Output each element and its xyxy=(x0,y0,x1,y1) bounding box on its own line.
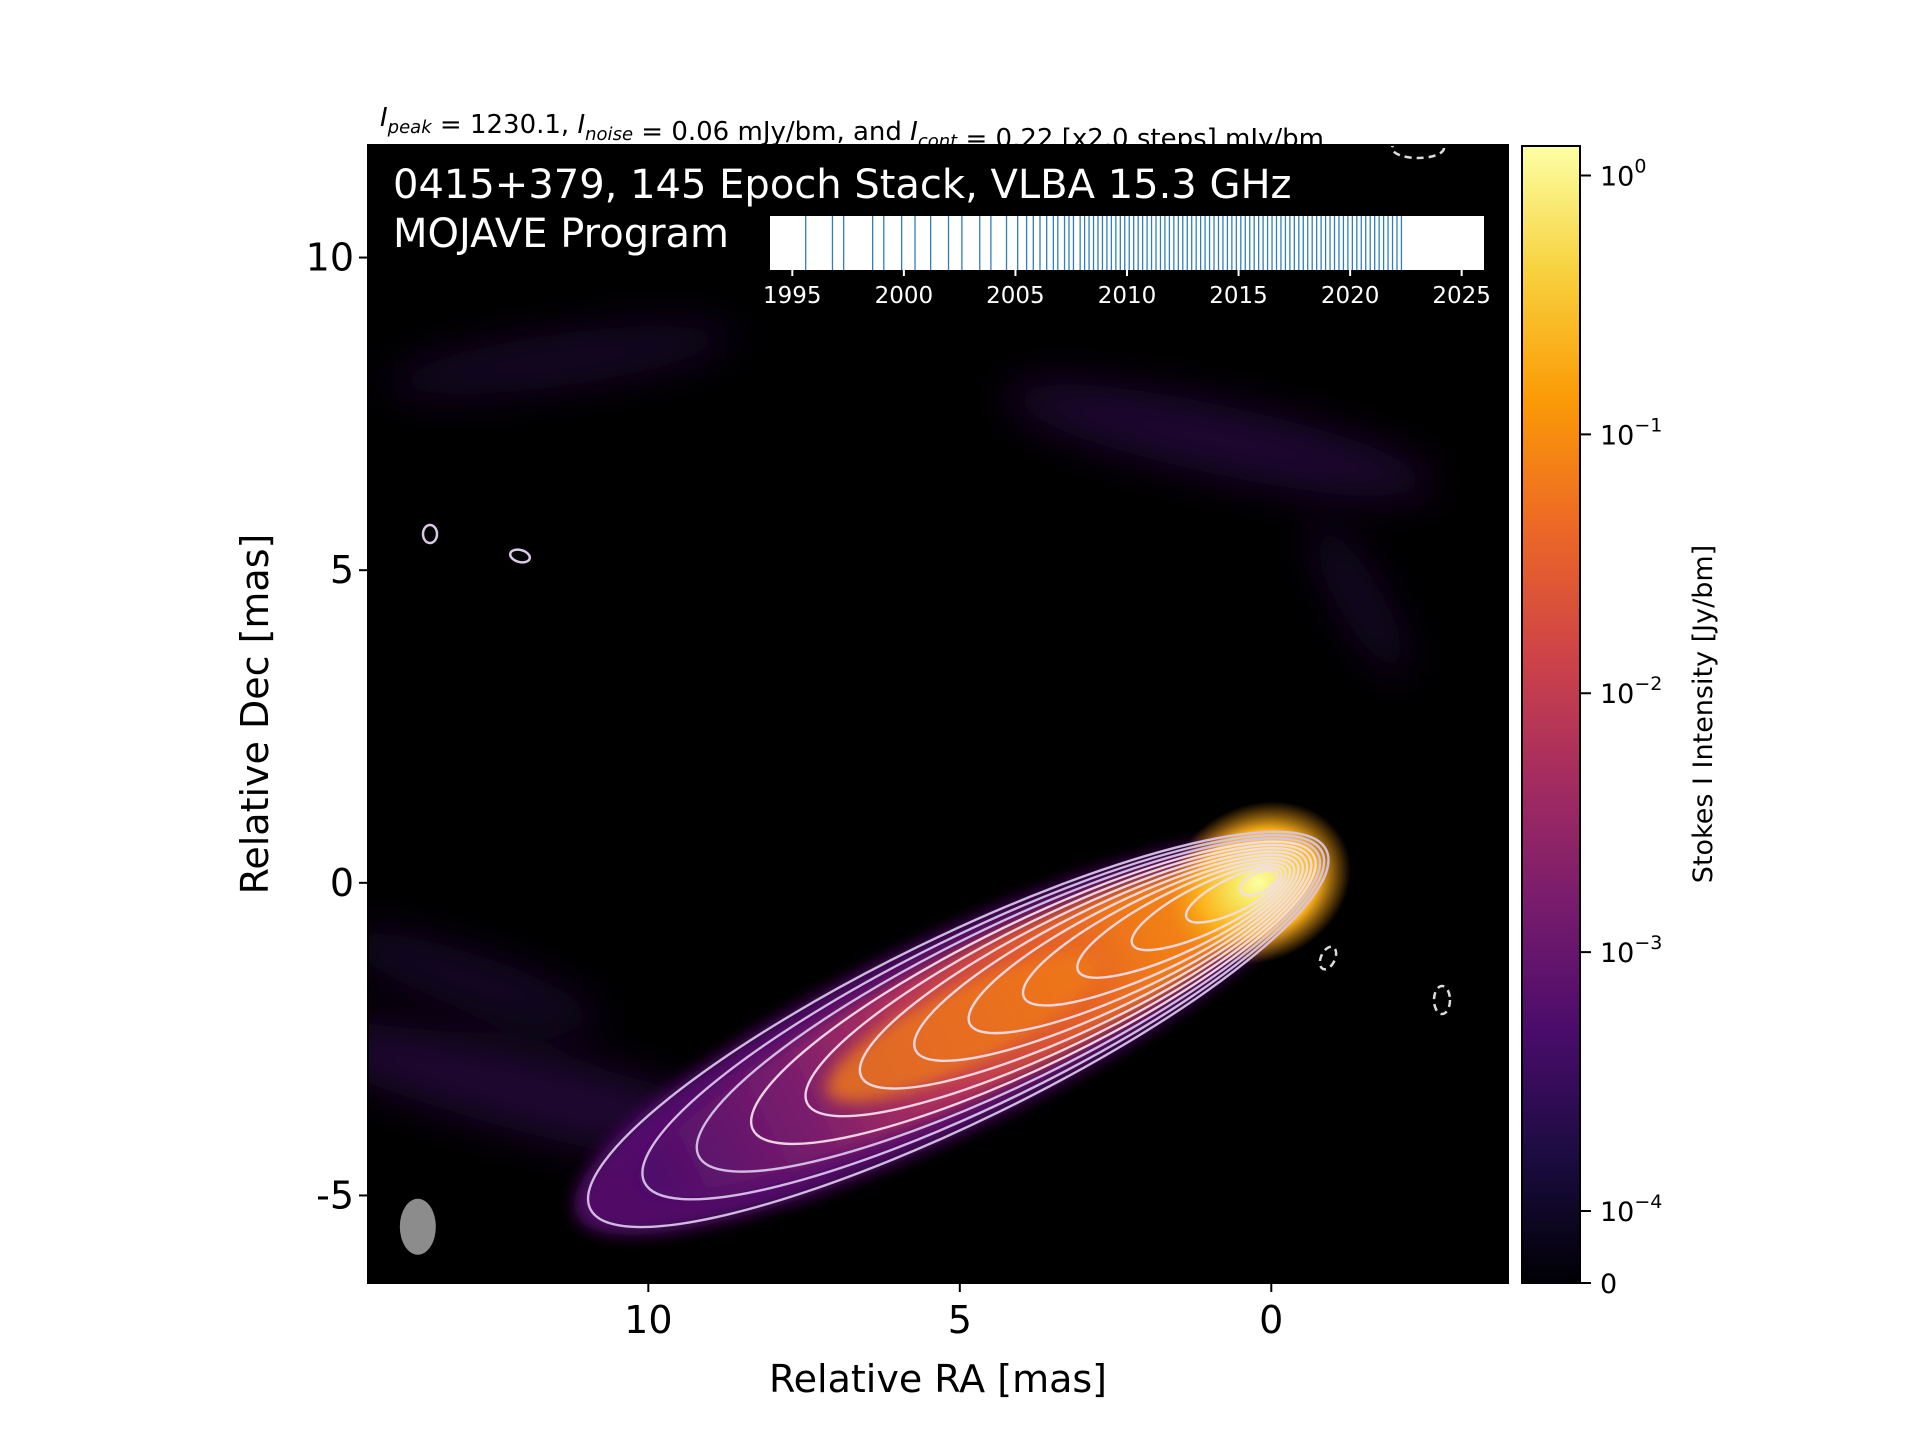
x-axis-label: Relative RA [mas] xyxy=(769,1357,1107,1401)
contour-level xyxy=(1130,863,1287,952)
header-text: I xyxy=(380,103,388,133)
contour-level xyxy=(967,853,1300,1035)
colorbar-tick-label: 10−1 xyxy=(1600,414,1662,451)
x-tick-label: 5 xyxy=(948,1298,972,1342)
overlay-title: 0415+379, 145 Epoch Stack, VLBA 15.3 GHz xyxy=(393,162,1292,208)
timeline-tick-label: 2005 xyxy=(986,283,1045,309)
colorbar-tick-label: 10−2 xyxy=(1600,673,1662,710)
image-panel: 0415+379, 145 Epoch Stack, VLBA 15.3 GHz… xyxy=(306,144,1509,1342)
colorbar-tick-label: 0 xyxy=(1600,1269,1617,1300)
y-tick-label: 5 xyxy=(330,548,354,592)
contour-level xyxy=(913,850,1305,1063)
timeline-tick-label: 2020 xyxy=(1321,283,1380,309)
colorbar-frame xyxy=(1521,145,1581,1284)
timeline-tick-label: 2000 xyxy=(875,283,934,309)
contour-lines xyxy=(586,830,1330,1229)
y-axis-label: Relative Dec [mas] xyxy=(233,534,277,895)
timeline-tick-label: 2010 xyxy=(1098,283,1157,309)
x-tick-label: 0 xyxy=(1259,1298,1283,1342)
epoch-timeline: 1995 2000 2005 2010 2015 2020 2025 xyxy=(763,216,1491,309)
timeline-tick-label: 2015 xyxy=(1209,283,1268,309)
isolated-contour xyxy=(508,548,532,564)
contour-level xyxy=(586,830,1330,1229)
timeline-tick-label: 1995 xyxy=(763,283,822,309)
beam-ellipse xyxy=(399,1198,436,1255)
colorbar-gradient xyxy=(1522,146,1580,1283)
contour-level xyxy=(695,837,1322,1173)
y-tick-label: 10 xyxy=(306,236,354,280)
y-tick-label: -5 xyxy=(316,1173,354,1217)
timeline-tick-label: 2025 xyxy=(1432,283,1491,309)
timeline-background xyxy=(770,216,1484,270)
header-text: = 0.06 mJy/bm, and xyxy=(633,117,910,147)
header-subscript: noise xyxy=(585,124,633,145)
negative-contour xyxy=(1390,145,1446,160)
image-frame xyxy=(367,144,1509,1284)
contour-level xyxy=(1239,869,1279,897)
colorbar-tick-label: 10−3 xyxy=(1600,932,1662,969)
colorbar-tick-label: 10−4 xyxy=(1600,1191,1662,1228)
header-subscript: peak xyxy=(387,117,434,138)
colorbar-label: Stokes I Intensity [Jy/bm] xyxy=(1688,545,1719,883)
x-tick-label: 10 xyxy=(624,1298,672,1342)
negative-contour xyxy=(1318,945,1338,971)
header-text: I xyxy=(577,110,585,140)
header-text: I xyxy=(910,117,918,147)
negative-contour xyxy=(1432,984,1452,1016)
header-text: = 1230.1, xyxy=(432,110,578,140)
contour-level xyxy=(641,833,1326,1201)
overlay-program: MOJAVE Program xyxy=(393,211,729,257)
contour-level xyxy=(1184,866,1283,924)
contour-level xyxy=(858,846,1309,1090)
isolated-contour xyxy=(421,523,439,545)
negative-contours xyxy=(1318,145,1452,1016)
colorbar: 0 10−4 10−3 10−2 10−1 100 Stokes I Intensity … xyxy=(1521,145,1719,1300)
contour-level xyxy=(1021,856,1296,1007)
colorbar-tick-label: 100 xyxy=(1600,155,1646,192)
contour-level xyxy=(1076,859,1292,979)
y-tick-label: 0 xyxy=(330,861,354,905)
contour-level xyxy=(749,840,1317,1146)
contour-level xyxy=(804,843,1313,1118)
